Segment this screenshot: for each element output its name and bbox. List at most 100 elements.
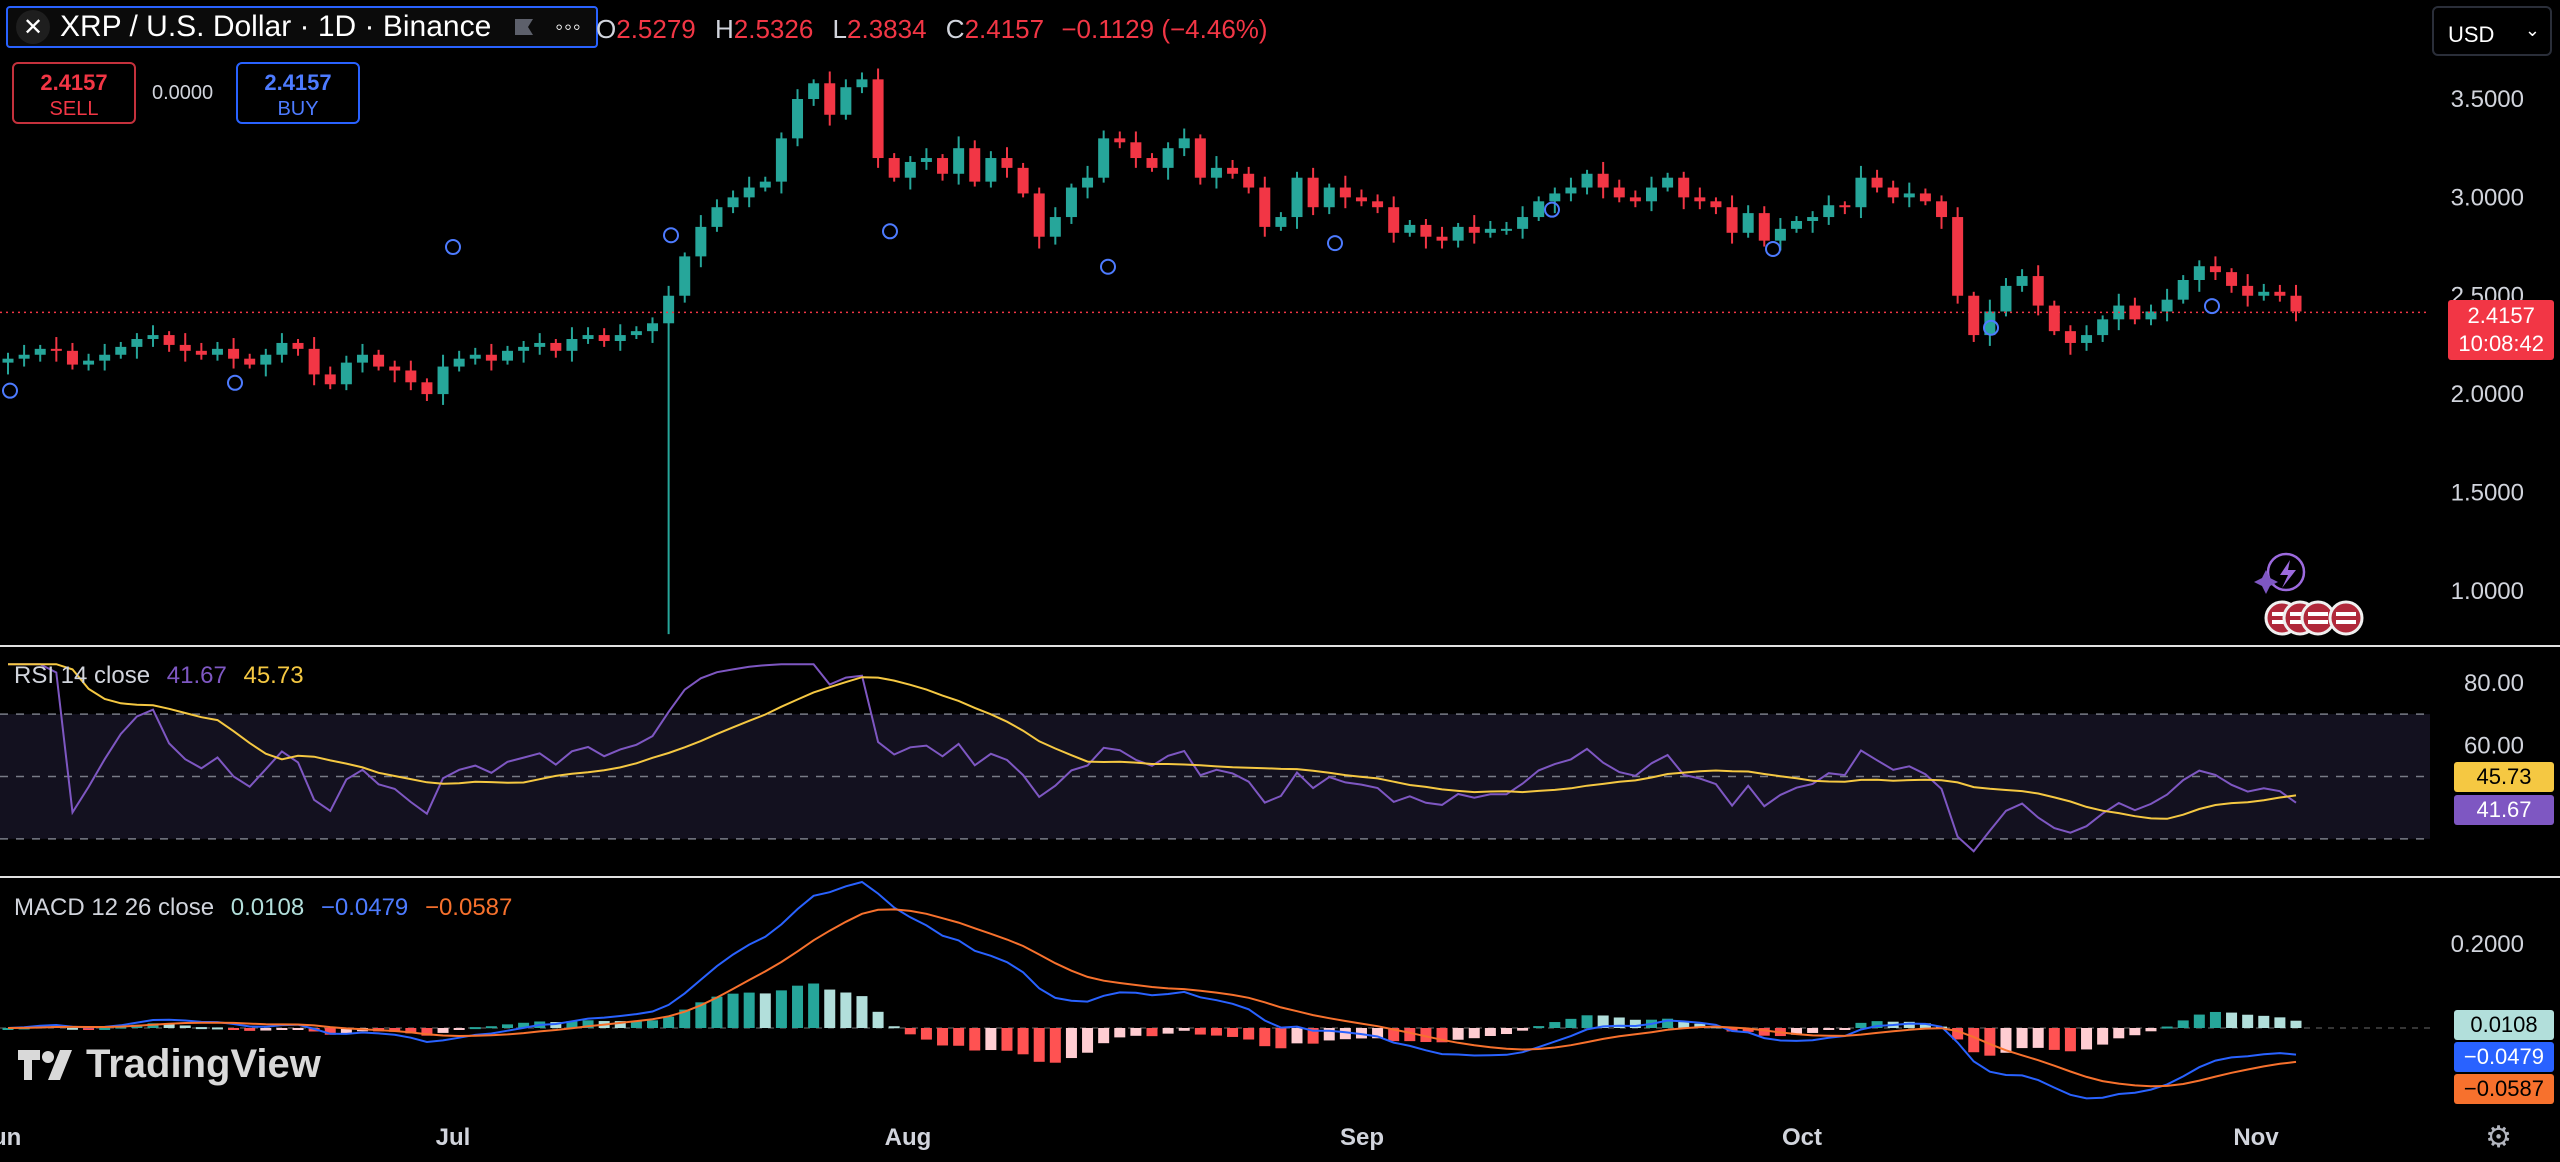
candle-body bbox=[2129, 305, 2141, 320]
candle-body bbox=[2097, 319, 2109, 336]
rsi-axis-label: 80.00 bbox=[2464, 670, 2524, 697]
candle-body bbox=[1436, 236, 1448, 241]
more-icon[interactable]: ◦◦◦ bbox=[555, 14, 582, 39]
macd-histogram-bar bbox=[1855, 1022, 1867, 1028]
macd-histogram-bar bbox=[808, 983, 820, 1028]
rsi-legend[interactable]: RSI 14 close 41.67 45.73 bbox=[14, 662, 304, 690]
macd-legend[interactable]: MACD 12 26 close 0.0108 −0.0479 −0.0587 bbox=[14, 894, 512, 922]
macd-histogram-bar bbox=[1436, 1028, 1448, 1043]
buy-button[interactable]: 2.4157 BUY bbox=[236, 62, 360, 124]
macd-histogram-bar bbox=[276, 1028, 288, 1030]
currency-select[interactable]: USD ⌄ bbox=[2432, 6, 2552, 56]
dividend-event-icon bbox=[1765, 241, 1781, 258]
candle-body bbox=[1500, 228, 1512, 231]
time-axis-label: Aug bbox=[885, 1124, 932, 1151]
candle-body bbox=[1678, 177, 1690, 198]
flag-icon[interactable] bbox=[513, 17, 535, 37]
macd-histogram-bar bbox=[1017, 1028, 1029, 1055]
candle-body bbox=[1404, 224, 1416, 233]
candle-body bbox=[711, 207, 723, 227]
macd-histogram-bar bbox=[1871, 1021, 1883, 1028]
macd-histogram-bar bbox=[582, 1020, 594, 1028]
macd-histogram-bar bbox=[99, 1027, 111, 1030]
chevron-down-icon: ⌄ bbox=[2524, 20, 2540, 40]
macd-histogram-bar bbox=[1291, 1028, 1303, 1044]
macd-histogram-bar bbox=[518, 1022, 530, 1028]
macd-histogram-bar bbox=[1098, 1028, 1110, 1044]
macd-histogram-bar bbox=[1307, 1028, 1319, 1044]
time-axis-label: Oct bbox=[1782, 1124, 1822, 1151]
tradingview-logo[interactable]: TradingView bbox=[16, 1042, 321, 1087]
candle-body bbox=[244, 358, 256, 365]
settings-icon[interactable]: ⚙ bbox=[2485, 1121, 2512, 1154]
candle-body bbox=[1033, 193, 1045, 237]
price-axis-label: 3.5000 bbox=[2451, 86, 2524, 113]
dividend-event-icon bbox=[2, 382, 18, 399]
candle-body bbox=[743, 187, 755, 198]
macd-histogram-bar bbox=[1404, 1028, 1416, 1042]
candle-body bbox=[614, 335, 626, 341]
candle-body bbox=[1388, 207, 1400, 233]
macd-histogram-bar bbox=[1758, 1028, 1770, 1036]
macd-histogram-bar bbox=[1597, 1015, 1609, 1028]
candle-body bbox=[953, 148, 965, 174]
macd-histogram-bar bbox=[937, 1028, 949, 1046]
candle-body bbox=[1903, 193, 1915, 198]
macd-histogram-bar bbox=[1903, 1021, 1915, 1028]
symbol-title: XRP / U.S. Dollar · 1D · Binance bbox=[60, 10, 492, 43]
candle-body bbox=[1178, 138, 1190, 149]
candle-body bbox=[1484, 228, 1496, 233]
macd-histogram-bar bbox=[115, 1026, 127, 1029]
macd-histogram-bar bbox=[2226, 1012, 2238, 1028]
candle-body bbox=[1420, 224, 1432, 237]
flag-stripe bbox=[2290, 620, 2310, 624]
symbol-header[interactable]: ✕ XRP / U.S. Dollar · 1D · Binance ◦◦◦ bbox=[6, 6, 598, 48]
macd-histogram-bar bbox=[1339, 1028, 1351, 1040]
candle-body bbox=[2081, 335, 2093, 343]
candle-body bbox=[2193, 266, 2205, 280]
macd-histogram-bar bbox=[1662, 1018, 1674, 1028]
macd-histogram-bar bbox=[211, 1027, 223, 1030]
candle-body bbox=[1162, 148, 1174, 168]
candle-body bbox=[1355, 197, 1367, 202]
candle-body bbox=[1468, 226, 1480, 233]
sell-label: SELL bbox=[49, 98, 99, 120]
macd-histogram-bar bbox=[1823, 1028, 1835, 1030]
macd-histogram-bar bbox=[1613, 1017, 1625, 1028]
dividend-event-icon bbox=[1327, 235, 1343, 252]
macd-histogram-bar bbox=[2, 1028, 14, 1030]
candle-body bbox=[566, 339, 578, 351]
candle-body bbox=[421, 382, 433, 395]
close-icon[interactable]: ✕ bbox=[16, 10, 50, 44]
macd-histogram-bar bbox=[1227, 1028, 1239, 1037]
macd-histogram-bar bbox=[2209, 1011, 2221, 1028]
rsi-axis-label: 60.00 bbox=[2464, 732, 2524, 759]
macd-histogram-bar bbox=[1968, 1028, 1980, 1053]
ohlc-readout: O2.5279 H2.5326 L2.3834 C2.4157 −0.1129 … bbox=[596, 14, 1268, 45]
candle-body bbox=[1855, 177, 1867, 208]
sell-button[interactable]: 2.4157 SELL bbox=[12, 62, 136, 124]
candle-body bbox=[2161, 299, 2173, 312]
candle-body bbox=[1645, 187, 1657, 202]
macd-histogram-bar bbox=[2258, 1015, 2270, 1028]
macd-histogram-bar bbox=[1742, 1028, 1754, 1032]
macd-histogram-bar bbox=[695, 1002, 707, 1028]
sell-price: 2.4157 bbox=[40, 70, 108, 95]
candle-body bbox=[1082, 177, 1094, 188]
dividend-event-icon bbox=[1983, 319, 1999, 336]
macd-histogram-bar bbox=[1629, 1019, 1641, 1028]
candle-body bbox=[550, 342, 562, 351]
candle-body bbox=[647, 323, 659, 332]
candle-body bbox=[356, 354, 368, 363]
high-value: 2.5326 bbox=[733, 14, 814, 44]
candle-body bbox=[1275, 217, 1287, 227]
macd-histogram-bar bbox=[179, 1025, 191, 1028]
candle-body bbox=[808, 83, 820, 100]
candle-body bbox=[405, 370, 417, 383]
macd-histogram-bar bbox=[1162, 1028, 1174, 1034]
macd-histogram-bar bbox=[550, 1022, 562, 1028]
candle-body bbox=[1807, 217, 1819, 221]
candle-body bbox=[888, 158, 900, 178]
macd-histogram-bar bbox=[340, 1028, 352, 1034]
